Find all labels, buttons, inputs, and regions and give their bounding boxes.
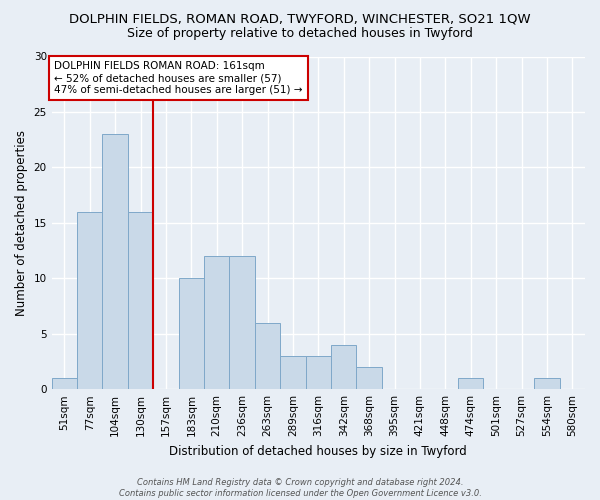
Bar <box>458 378 484 389</box>
Bar <box>280 356 305 389</box>
Bar <box>179 278 204 389</box>
Bar <box>331 345 356 389</box>
Text: Size of property relative to detached houses in Twyford: Size of property relative to detached ho… <box>127 28 473 40</box>
Bar <box>229 256 255 389</box>
Bar <box>128 212 153 389</box>
Bar <box>305 356 331 389</box>
Text: DOLPHIN FIELDS, ROMAN ROAD, TWYFORD, WINCHESTER, SO21 1QW: DOLPHIN FIELDS, ROMAN ROAD, TWYFORD, WIN… <box>69 12 531 26</box>
Text: Contains HM Land Registry data © Crown copyright and database right 2024.
Contai: Contains HM Land Registry data © Crown c… <box>119 478 481 498</box>
Bar <box>52 378 77 389</box>
Text: DOLPHIN FIELDS ROMAN ROAD: 161sqm
← 52% of detached houses are smaller (57)
47% : DOLPHIN FIELDS ROMAN ROAD: 161sqm ← 52% … <box>55 62 303 94</box>
Bar <box>534 378 560 389</box>
X-axis label: Distribution of detached houses by size in Twyford: Distribution of detached houses by size … <box>169 444 467 458</box>
Bar <box>77 212 103 389</box>
Bar <box>356 367 382 389</box>
Y-axis label: Number of detached properties: Number of detached properties <box>15 130 28 316</box>
Bar <box>204 256 229 389</box>
Bar <box>103 134 128 389</box>
Bar <box>255 322 280 389</box>
